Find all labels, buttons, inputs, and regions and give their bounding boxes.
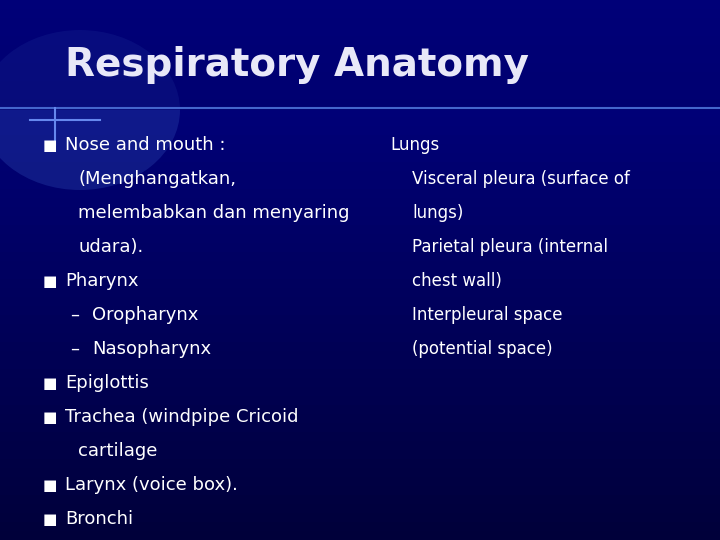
Bar	[0, 512, 720, 522]
Bar	[0, 314, 720, 324]
Text: Bronchi: Bronchi	[65, 510, 133, 528]
Text: Larynx (voice box).: Larynx (voice box).	[65, 476, 238, 494]
Bar	[0, 170, 720, 180]
Bar	[0, 242, 720, 252]
Bar	[0, 224, 720, 234]
Bar	[0, 206, 720, 216]
Bar	[0, 251, 720, 261]
Bar	[0, 494, 720, 504]
Bar	[0, 0, 720, 9]
Bar	[0, 449, 720, 459]
Bar	[0, 404, 720, 414]
Bar	[0, 8, 720, 18]
Bar	[0, 440, 720, 450]
Bar	[0, 26, 720, 36]
Bar	[0, 377, 720, 387]
Bar	[0, 323, 720, 333]
Text: –: –	[71, 306, 79, 324]
Bar	[0, 125, 720, 135]
Text: ■: ■	[42, 375, 57, 390]
Bar	[0, 332, 720, 342]
Text: Nasopharynx: Nasopharynx	[92, 340, 211, 358]
Bar	[0, 521, 720, 531]
Bar	[0, 305, 720, 315]
Bar	[0, 458, 720, 468]
Bar	[0, 116, 720, 126]
Text: Visceral pleura (surface of: Visceral pleura (surface of	[412, 170, 630, 188]
Bar	[0, 107, 720, 117]
Bar	[0, 287, 720, 297]
Bar	[0, 17, 720, 27]
Text: Nose and mouth :: Nose and mouth :	[65, 136, 225, 154]
Bar	[0, 467, 720, 477]
Text: Epiglottis: Epiglottis	[65, 374, 149, 392]
Bar	[0, 485, 720, 495]
Text: Respiratory Anatomy: Respiratory Anatomy	[65, 46, 529, 84]
Bar	[0, 233, 720, 243]
Bar	[0, 89, 720, 99]
Bar	[0, 296, 720, 306]
Bar	[0, 134, 720, 144]
Bar	[0, 0, 720, 110]
Text: (potential space): (potential space)	[412, 340, 553, 358]
Bar	[0, 260, 720, 270]
Bar	[0, 188, 720, 198]
Bar	[0, 143, 720, 153]
Bar	[0, 35, 720, 45]
Text: lungs): lungs)	[412, 204, 464, 222]
Text: Interpleural space: Interpleural space	[412, 306, 562, 324]
Bar	[0, 215, 720, 225]
Text: ■: ■	[42, 409, 57, 424]
Text: ■: ■	[42, 477, 57, 492]
Bar	[0, 161, 720, 171]
Bar	[0, 368, 720, 378]
Bar	[0, 53, 720, 63]
Text: –: –	[71, 340, 79, 358]
Bar	[0, 503, 720, 513]
Text: (Menghangatkan,: (Menghangatkan,	[78, 170, 236, 188]
Bar	[0, 413, 720, 423]
Text: melembabkan dan menyaring: melembabkan dan menyaring	[78, 204, 349, 222]
Bar	[0, 269, 720, 279]
Text: cartilage: cartilage	[78, 442, 158, 460]
Text: ■: ■	[42, 138, 57, 152]
Bar	[0, 44, 720, 54]
Bar	[0, 71, 720, 81]
Bar	[0, 197, 720, 207]
Bar	[0, 179, 720, 189]
Bar	[0, 386, 720, 396]
Ellipse shape	[0, 30, 180, 190]
Text: Trachea (windpipe Cricoid: Trachea (windpipe Cricoid	[65, 408, 299, 426]
Text: udara).: udara).	[78, 238, 143, 256]
Bar	[0, 395, 720, 405]
Bar	[0, 98, 720, 108]
Bar	[0, 278, 720, 288]
Text: ■: ■	[42, 511, 57, 526]
Bar	[0, 350, 720, 360]
Bar	[0, 530, 720, 540]
Text: Parietal pleura (internal: Parietal pleura (internal	[412, 238, 608, 256]
Text: Oropharynx: Oropharynx	[92, 306, 199, 324]
Bar	[0, 476, 720, 486]
Bar	[0, 62, 720, 72]
Bar	[0, 422, 720, 432]
Text: ■: ■	[42, 273, 57, 288]
Bar	[0, 431, 720, 441]
Bar	[0, 341, 720, 351]
Bar	[0, 152, 720, 162]
Text: chest wall): chest wall)	[412, 272, 502, 290]
Text: Pharynx: Pharynx	[65, 272, 138, 290]
Bar	[0, 359, 720, 369]
Bar	[0, 80, 720, 90]
Text: Lungs: Lungs	[390, 136, 439, 154]
